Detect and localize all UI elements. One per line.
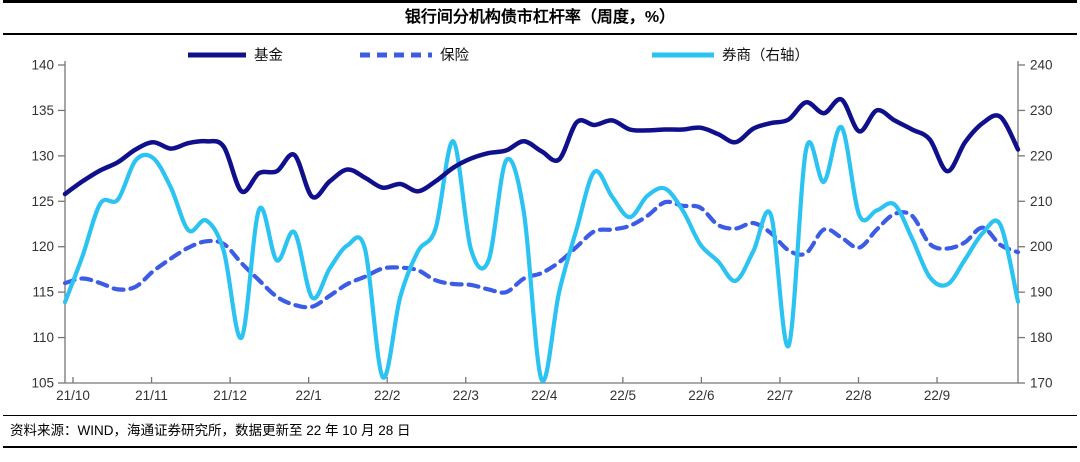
right-axis-tick-label: 170: [1030, 376, 1053, 391]
x-axis-tick-label: 22/9: [924, 388, 950, 403]
left-axis-tick-label: 125: [31, 194, 54, 209]
top-rule: [3, 0, 1077, 3]
title-rule: [3, 33, 1077, 35]
right-axis-tick-label: 220: [1030, 148, 1053, 163]
source-note: 资料来源：WIND，海通证券研究所，数据更新至 22 年 10 月 28 日: [10, 423, 411, 438]
axes: [58, 61, 1025, 384]
right-axis-tick-label: 200: [1030, 239, 1053, 254]
right-axis-tick-label: 230: [1030, 103, 1053, 118]
left-axis-tick-label: 110: [32, 330, 54, 345]
right-axis-tick-label: 190: [1030, 285, 1053, 300]
legend-item: 券商（右轴）: [652, 47, 809, 64]
tick-labels: 140 135 130 125 120 115 110 105 240 230 220 210 200 1…: [31, 58, 1052, 404]
x-axis-tick-label: 22/4: [531, 388, 558, 403]
legend-item: 保险: [360, 47, 469, 64]
fund-line: [62, 96, 1021, 200]
x-axis-tick-label: 22/1: [296, 388, 322, 403]
legend: 基金 保险 券商（右轴）: [188, 47, 809, 64]
broker-line: [62, 125, 1021, 384]
legend-item: 基金: [188, 47, 283, 64]
bottom-rule: [3, 446, 1077, 448]
left-axis-tick-label: 115: [32, 285, 54, 300]
x-axis-tick-label: 22/5: [610, 388, 636, 403]
x-axis-tick-label: 21/11: [135, 388, 168, 403]
legend-label: 基金: [254, 47, 283, 64]
x-axis-tick-label: 22/3: [453, 388, 479, 403]
left-axis-tick-label: 120: [31, 239, 54, 254]
x-axis-tick-label: 22/6: [688, 388, 714, 403]
x-axis-tick-label: 22/7: [767, 388, 793, 403]
chart-canvas: 140 135 130 125 120 115 110 105 240 230 220 210 200 1…: [31, 47, 1052, 404]
left-axis-tick-label: 135: [31, 103, 54, 118]
x-axis-tick-label: 22/8: [845, 388, 871, 403]
footer-rule: [3, 415, 1077, 416]
insurance-line: [62, 199, 1021, 310]
x-axis-tick-label: 22/2: [374, 388, 400, 403]
x-axis-tick-label: 21/12: [213, 388, 247, 403]
right-axis-tick-label: 240: [1030, 58, 1053, 73]
legend-label: 券商（右轴）: [722, 47, 809, 64]
left-axis-tick-label: 105: [31, 376, 54, 391]
x-axis-tick-label: 21/10: [56, 388, 90, 403]
legend-label: 保险: [440, 47, 469, 64]
right-axis-tick-label: 180: [1030, 330, 1053, 345]
chart-title: 银行间分机构债市杠杆率（周度，%）: [404, 9, 676, 26]
left-axis-tick-label: 130: [31, 148, 54, 163]
left-axis-tick-label: 140: [31, 58, 54, 73]
right-axis-tick-label: 210: [1030, 194, 1053, 209]
